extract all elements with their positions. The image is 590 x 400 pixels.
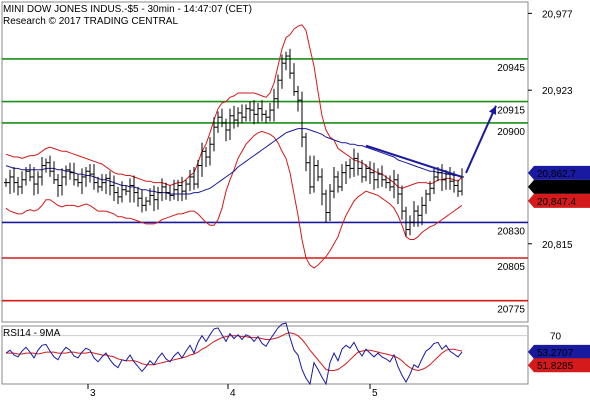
level-label-5: 20775 <box>497 305 525 316</box>
rsi-ma-line <box>6 332 463 372</box>
price-tick-label-2: 20,815 <box>542 240 573 251</box>
bollinger-bands <box>5 24 463 269</box>
price-panel-frame <box>1 1 529 323</box>
price-tag-1-bg <box>528 179 590 194</box>
rsi-line <box>5 322 463 386</box>
value-tags: 20,862.7 20,862 20,847.4 53.2707 51.8285 <box>528 165 590 373</box>
chart-panels <box>1 1 529 385</box>
level-label-3: 20830 <box>497 226 525 237</box>
support-resistance-levels: 20945 20915 20900 20830 20805 20775 <box>2 58 528 316</box>
price-tag-2-bg <box>528 193 590 208</box>
price-tag-2: 20,847.4 <box>537 197 576 208</box>
price-bars <box>4 48 464 237</box>
rsi-tag-0-bg <box>528 344 590 359</box>
forecast-arrow-head <box>488 105 497 115</box>
price-tick-label-0: 20,977 <box>542 9 573 20</box>
bollinger-lower <box>5 130 463 269</box>
forecast-arrow <box>465 105 497 174</box>
axes: 20,977 20,923 20,815 70 3 4 5 <box>87 9 573 399</box>
price-tag-0-bg <box>528 165 590 180</box>
rsi-tag-1-bg <box>528 358 590 373</box>
rsi-panel-frame <box>1 325 529 385</box>
price-tag-1: 20,862 <box>537 183 568 194</box>
time-tick-label-0: 3 <box>90 388 96 399</box>
level-label-2: 20900 <box>497 127 525 138</box>
rsi-label: RSI14 - 9MA <box>3 328 61 339</box>
trend-annotations <box>365 105 497 178</box>
trendline <box>365 144 463 178</box>
rsi-tag-1: 51.8285 <box>537 361 574 372</box>
price-tick-label-1: 20,923 <box>542 86 573 97</box>
chart-title: MINI DOW JONES INDUS.-$5 - 30min - 14:47… <box>3 4 252 15</box>
rsi-indicator <box>2 322 528 386</box>
price-tag-0: 20,862.7 <box>537 169 576 180</box>
level-label-1: 20915 <box>497 106 525 117</box>
time-tick-label-2: 5 <box>372 388 378 399</box>
rsi-tag-0: 53.2707 <box>537 348 574 359</box>
level-label-0: 20945 <box>497 63 525 74</box>
level-label-4: 20805 <box>497 262 525 273</box>
time-tick-label-1: 4 <box>230 388 236 399</box>
chart-subtitle: Research © 2017 TRADING CENTRAL <box>3 16 178 27</box>
rsi-tick-label: 70 <box>550 332 562 343</box>
